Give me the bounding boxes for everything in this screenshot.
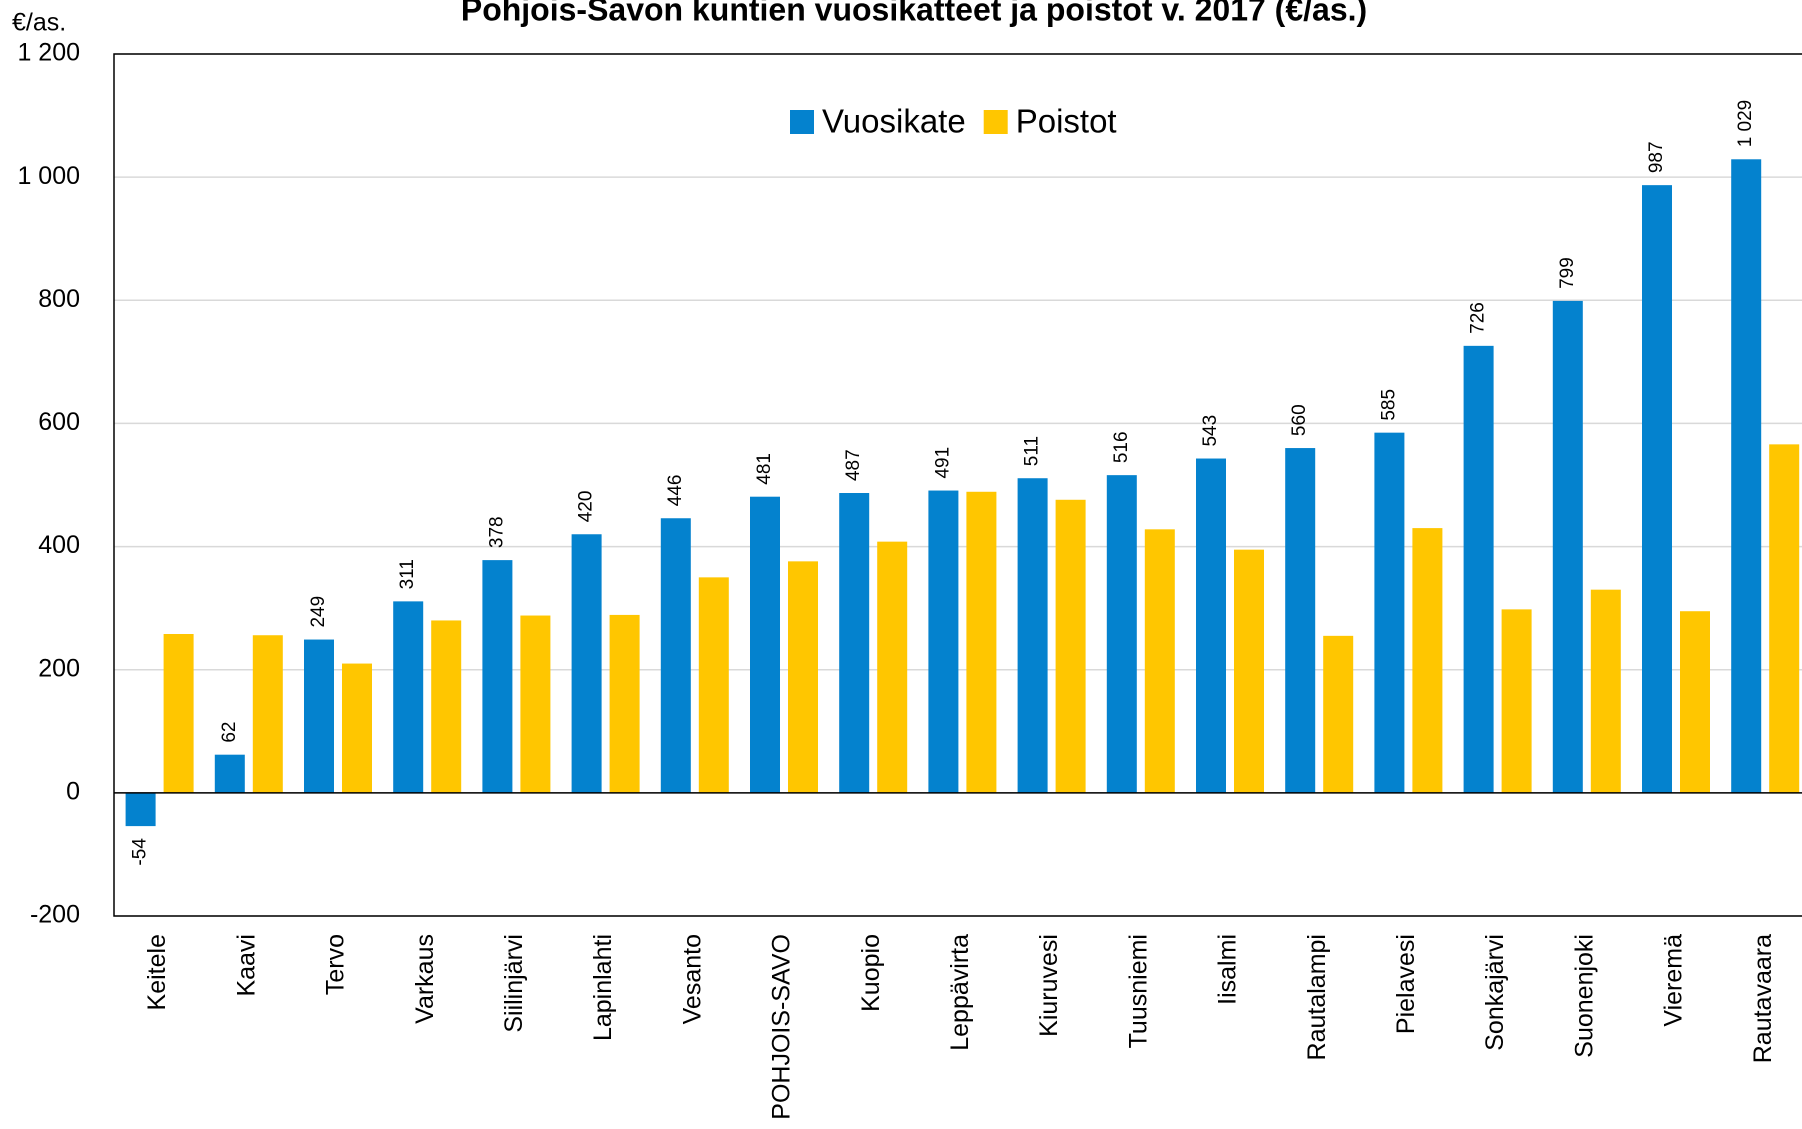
bar [1590,589,1621,793]
bar [1196,458,1226,793]
x-tick-label: Vesanto [678,934,706,1024]
bar [1374,432,1405,793]
bar [342,663,372,793]
x-tick-label: Pielavesi [1392,934,1420,1034]
x-tick-label: Siilinjärvi [500,934,528,1033]
bar [839,493,870,793]
value-label: 378 [486,516,507,548]
bar [1552,300,1583,793]
y-tick-label: 0 [66,777,80,805]
value-label: 543 [1200,415,1221,447]
bar [520,615,551,793]
x-tick-label: Kaavi [232,934,260,997]
bar [928,490,959,793]
bar [163,634,194,793]
x-tick-label: Rautavaara [1749,934,1777,1063]
bar [1017,478,1048,793]
x-tick-label: Rautalampi [1303,934,1331,1060]
value-label: 585 [1378,389,1399,421]
chart-title: Pohjois-Savon kuntien vuosikatteet ja po… [461,0,1367,27]
x-tick-label: Tuusniemi [1124,934,1152,1048]
value-label: 799 [1557,257,1578,289]
bar [1731,159,1762,793]
bar [1642,185,1672,793]
x-tick-label: Leppävirta [946,934,974,1051]
y-tick-label: 600 [38,408,80,436]
x-tick-label: Kuopio [857,934,885,1012]
x-tick-label: Sonkajärvi [1481,934,1509,1051]
y-tick-label: -200 [30,901,80,929]
value-label: 726 [1468,302,1489,334]
bar [125,792,156,827]
value-label: 516 [1111,431,1132,463]
value-label: 311 [397,559,418,589]
y-axis-label: €/as. [12,9,66,37]
x-tick-label: Lapinlahti [589,934,617,1041]
bar [431,620,462,793]
value-label: 511 [1022,436,1043,466]
bar [1285,448,1316,793]
bar [304,639,334,793]
bar [877,541,908,793]
bar [966,491,997,793]
y-tick-label: 1 000 [17,162,80,190]
y-tick-label: 400 [38,531,80,559]
legend-swatch [983,110,1008,134]
bar [393,601,424,793]
bar [252,635,283,793]
bar [1144,529,1175,793]
x-tick-label: Keitele [143,934,171,1010]
bar [1323,635,1354,793]
value-label: 491 [932,447,953,479]
legend-label: Vuosikate [822,103,966,140]
value-label: 446 [665,475,686,507]
bar [660,518,691,793]
bar [1106,475,1137,793]
value-label: 560 [1289,404,1310,436]
bar [571,534,602,793]
bar [698,577,729,793]
bar [609,614,640,793]
bar [1769,444,1800,793]
legend-label: Poistot [1016,103,1117,140]
bar [1412,528,1443,793]
bar [1234,549,1264,793]
bar [482,560,513,793]
y-tick-label: 1 200 [17,39,80,67]
bar [1463,345,1494,793]
bar [750,496,780,793]
y-tick-label: 200 [38,654,80,682]
bar [788,561,818,793]
bar [1680,611,1710,793]
value-label: 62 [219,722,240,743]
value-label: 987 [1646,141,1667,173]
x-tick-label: Tervo [322,934,350,995]
x-tick-label: Suonenjoki [1570,934,1598,1058]
bar [1055,499,1086,793]
x-tick-label: Iisalmi [1214,934,1242,1005]
x-tick-label: POHJOIS-SAVO [768,934,796,1120]
legend-swatch [790,110,814,134]
value-label: -54 [130,838,151,866]
value-label: 487 [843,449,864,481]
bar [214,754,245,793]
x-tick-label: Kiuruvesi [1035,934,1063,1037]
plot-frame [113,53,1802,917]
value-label: 249 [308,596,329,628]
bar [1501,609,1532,793]
value-label: 1 029 [1735,100,1756,148]
y-tick-label: 800 [38,285,80,313]
value-label: 420 [576,491,597,523]
x-tick-label: Vieremä [1660,934,1688,1027]
x-tick-label: Varkaus [411,934,439,1024]
value-label: 481 [754,453,775,485]
